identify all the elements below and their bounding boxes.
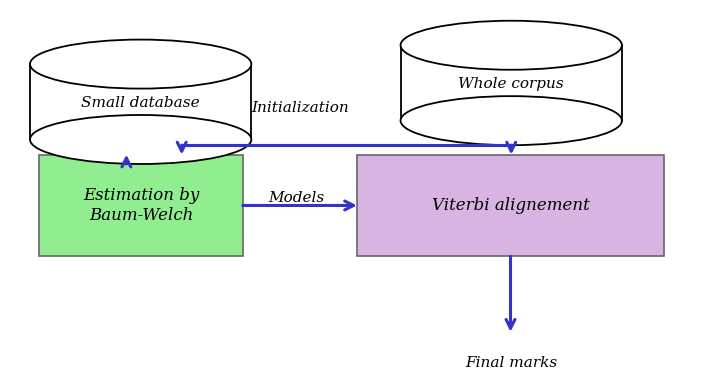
FancyBboxPatch shape (357, 155, 664, 256)
Polygon shape (30, 64, 251, 139)
Text: Initialization: Initialization (251, 101, 348, 115)
Text: Models: Models (268, 191, 324, 205)
Text: Small database: Small database (81, 96, 200, 110)
Text: Final marks: Final marks (465, 356, 558, 370)
Polygon shape (30, 64, 251, 139)
Ellipse shape (401, 96, 622, 145)
Ellipse shape (30, 115, 251, 164)
Polygon shape (401, 45, 622, 121)
Ellipse shape (401, 21, 622, 70)
FancyBboxPatch shape (39, 155, 243, 256)
Text: Viterbi alignement: Viterbi alignement (432, 197, 589, 214)
Text: Estimation by
Baum-Welch: Estimation by Baum-Welch (83, 187, 199, 224)
Text: Whole corpus: Whole corpus (458, 77, 564, 92)
Ellipse shape (30, 40, 251, 89)
Polygon shape (401, 45, 622, 121)
